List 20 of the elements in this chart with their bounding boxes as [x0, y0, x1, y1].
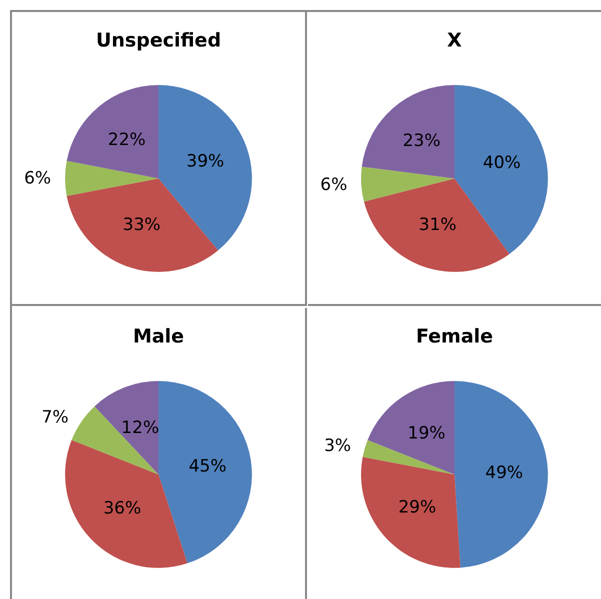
data-label: 12%: [121, 418, 160, 438]
data-label: 23%: [402, 131, 441, 152]
data-label: 19%: [408, 423, 446, 444]
data-label: 45%: [188, 456, 227, 477]
data-label: 33%: [122, 215, 161, 236]
data-label: 40%: [482, 153, 521, 174]
data-label: 39%: [186, 152, 224, 172]
data-label: 3%: [324, 436, 352, 456]
chart-title: X: [447, 30, 462, 52]
data-label: 29%: [398, 497, 436, 518]
data-label: 36%: [103, 498, 142, 518]
data-label: 31%: [418, 215, 457, 236]
data-label: 6%: [320, 174, 348, 195]
chart-title: Male: [132, 326, 184, 348]
chart-title: Female: [416, 326, 494, 348]
chart-title: Unspecified: [96, 30, 222, 52]
data-label: 49%: [485, 462, 524, 483]
data-label: 7%: [42, 407, 69, 428]
data-label: 22%: [108, 130, 146, 150]
data-label: 6%: [24, 168, 52, 188]
